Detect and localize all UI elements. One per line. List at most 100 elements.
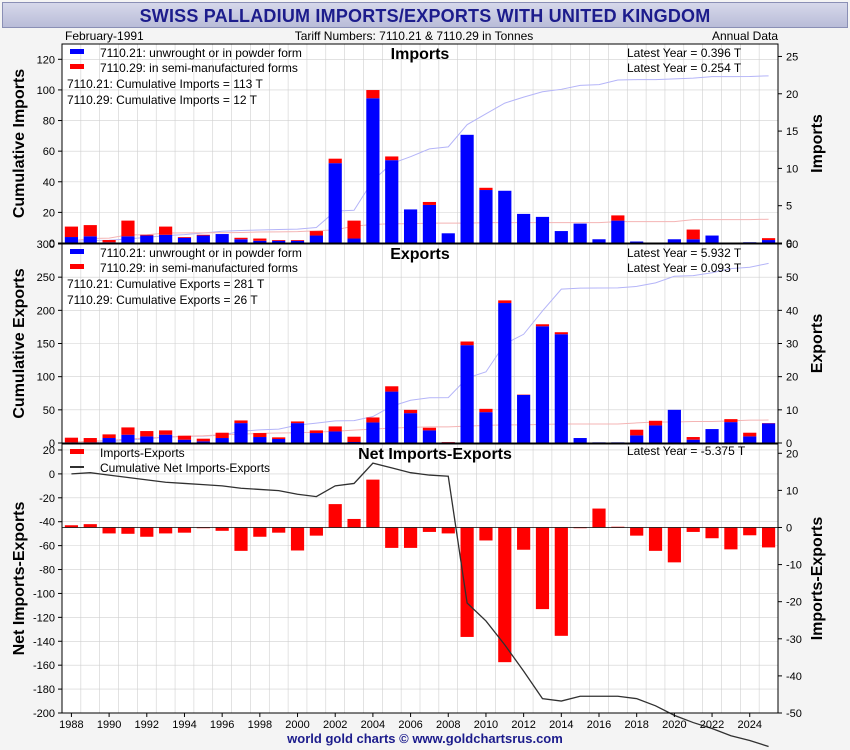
panel-2-tick-label-left: -180 bbox=[33, 684, 55, 696]
panel-1-bar-unwrought bbox=[479, 412, 493, 443]
panel-0-latest-semi: Latest Year = 0.254 T bbox=[627, 61, 742, 75]
panel-1-bar-semi bbox=[83, 438, 97, 443]
panel-0-bar-unwrought bbox=[611, 220, 625, 243]
panel-1-bar-semi bbox=[309, 430, 323, 434]
panel-2-bar-net bbox=[403, 527, 418, 548]
panel-2-bar-net bbox=[290, 527, 305, 551]
panel-2-tick-label-right: -20 bbox=[786, 597, 802, 609]
panel-2-frame bbox=[61, 443, 779, 714]
panel-0-bar-unwrought bbox=[177, 237, 192, 243]
panel-2-bar-net bbox=[177, 527, 192, 533]
panel-2-bar-net bbox=[761, 527, 776, 548]
panel-1-bar-unwrought bbox=[366, 422, 380, 443]
panel-1-bar-unwrought bbox=[535, 326, 550, 443]
panel-0-tick-label-left: 80 bbox=[43, 116, 55, 128]
panel-1-bar-unwrought bbox=[724, 422, 738, 443]
panel-0-bar-unwrought bbox=[686, 239, 700, 243]
panel-2-bar-net bbox=[535, 527, 550, 610]
panel-1-bar-unwrought bbox=[159, 434, 173, 443]
panel-1-bar-semi bbox=[234, 420, 248, 424]
x-tick-label: 2016 bbox=[587, 719, 611, 731]
panel-1-bar-unwrought bbox=[667, 409, 681, 443]
panel-0-cumulative-line-0 bbox=[71, 75, 769, 243]
panel-1-bar-semi bbox=[535, 324, 550, 327]
panel-0-bar-semi bbox=[686, 229, 700, 240]
panel-0-latest-unwrought: Latest Year = 0.396 T bbox=[627, 46, 742, 60]
panel-1-bar-semi bbox=[630, 429, 644, 436]
panel-0-legend-swatch-semi bbox=[70, 64, 84, 69]
panel-1-bar-unwrought bbox=[517, 394, 531, 443]
panel-1-bar-semi bbox=[403, 409, 418, 414]
x-tick-label: 1988 bbox=[59, 719, 83, 731]
panel-2-bar-net bbox=[83, 524, 97, 528]
panel-1-bar-unwrought bbox=[102, 438, 116, 443]
panel-1-bar-unwrought bbox=[573, 438, 587, 443]
panel-2-bar-net bbox=[215, 527, 229, 531]
panel-0-bar-unwrought bbox=[498, 190, 512, 243]
panel-0-bar-semi bbox=[177, 237, 192, 238]
panel-1-bar-unwrought bbox=[422, 430, 437, 443]
panel-0-ylabel-left: Cumulative Imports bbox=[11, 69, 28, 218]
panel-0-bar-semi bbox=[479, 187, 493, 191]
panel-1-legend-swatch-unwrought bbox=[70, 249, 84, 254]
panel-1-ylabel-right: Exports bbox=[809, 314, 826, 374]
panel-2-bar-net bbox=[592, 508, 606, 528]
panel-2-tick-label-right: -50 bbox=[786, 708, 802, 720]
panel-0-bar-unwrought bbox=[64, 237, 79, 243]
panel-0-bar-semi bbox=[385, 156, 399, 161]
panel-1-bar-semi bbox=[366, 417, 380, 423]
x-tick-label: 2020 bbox=[662, 719, 686, 731]
panel-1-tick-label-left: 300 bbox=[37, 239, 55, 251]
panel-0-note-cumulative-unwrought: 7110.21: Cumulative Imports = 113 T bbox=[67, 77, 263, 91]
panel-1-bar-semi bbox=[140, 431, 154, 437]
panel-0-bar-semi bbox=[253, 238, 267, 241]
panel-0-tick-label-left: 0 bbox=[49, 238, 55, 250]
panel-2-bar-net bbox=[743, 527, 757, 536]
panel-2-cumulative-net-line bbox=[71, 462, 769, 748]
panel-1-bar-semi bbox=[102, 434, 116, 439]
panel-2-tick-label-left: 0 bbox=[49, 469, 55, 481]
date-label: February-1991 bbox=[65, 29, 144, 43]
panel-0-bar-semi bbox=[290, 240, 305, 241]
panel-0-frame bbox=[61, 43, 779, 244]
panel-0-bar-semi bbox=[272, 240, 286, 241]
x-tick-label: 2012 bbox=[511, 719, 535, 731]
panel-0-bar-unwrought bbox=[309, 235, 323, 243]
panel-0-bar-unwrought bbox=[159, 234, 173, 243]
chart-title: SWISS PALLADIUM IMPORTS/EXPORTS WITH UNI… bbox=[139, 6, 711, 26]
panel-2-bar-net bbox=[441, 527, 455, 534]
chart-title-bar: SWISS PALLADIUM IMPORTS/EXPORTS WITH UNI… bbox=[2, 2, 848, 28]
panel-1-bar-unwrought bbox=[705, 429, 719, 443]
panel-2-bar-net bbox=[309, 527, 323, 536]
panel-2-bar-net bbox=[422, 527, 437, 532]
panel-2-tick-label-right: -30 bbox=[786, 634, 802, 646]
panel-0-bar-semi bbox=[234, 237, 248, 240]
panel-0-bar-unwrought bbox=[761, 240, 776, 243]
panel-1-bar-unwrought bbox=[743, 436, 757, 443]
panel-1-bar-unwrought bbox=[309, 433, 323, 443]
x-tick-label: 1990 bbox=[97, 719, 121, 731]
panel-2-ylabel-right: Imports-Exports bbox=[809, 517, 826, 641]
panel-1-tick-label-right: 60 bbox=[786, 239, 798, 251]
panel-1-ylabel-left: Cumulative Exports bbox=[11, 268, 28, 418]
panel-0-bar-unwrought bbox=[272, 240, 286, 243]
panel-1-bar-unwrought bbox=[215, 438, 229, 443]
panel-0-bar-semi bbox=[422, 201, 437, 205]
panel-1-tick-label-right: 30 bbox=[786, 339, 798, 351]
panel-2-bar-net bbox=[385, 527, 399, 548]
panel-1-bar-semi bbox=[253, 433, 267, 438]
panel-2-bar-net bbox=[686, 527, 700, 532]
panel-1-bar-semi bbox=[648, 420, 663, 426]
panel-1-frame bbox=[61, 243, 779, 444]
panel-2-tick-label-right: 20 bbox=[786, 448, 798, 460]
frequency-label: Annual Data bbox=[712, 29, 778, 43]
panel-1-bar-unwrought bbox=[328, 431, 342, 443]
panel-0-bar-unwrought bbox=[385, 160, 399, 243]
panel-0-tick-label-right: 15 bbox=[786, 126, 798, 138]
panel-0-bar-semi bbox=[159, 226, 173, 235]
panel-2-tick-label-left: -140 bbox=[33, 636, 55, 648]
panel-0-bar-unwrought bbox=[403, 209, 418, 243]
panel-0-bar-semi bbox=[196, 234, 210, 236]
panel-2-bar-net bbox=[517, 527, 531, 550]
panel-1-bar-unwrought bbox=[554, 334, 568, 443]
